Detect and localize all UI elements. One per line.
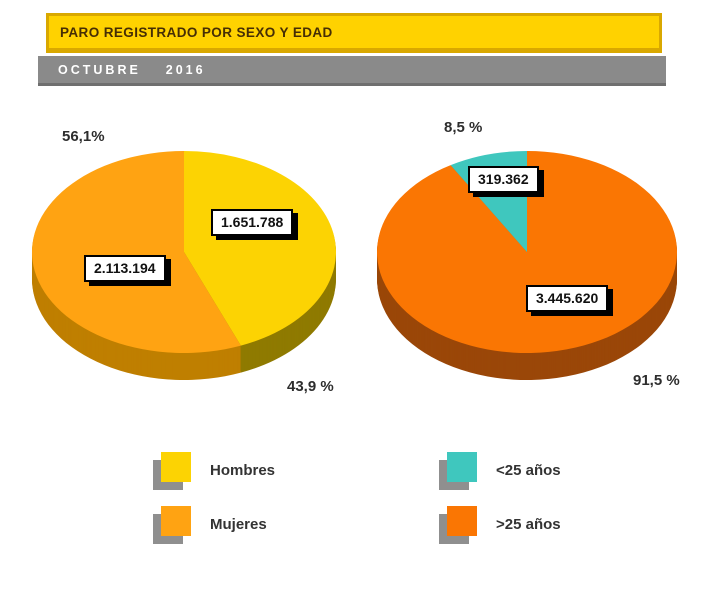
legend-swatch-under25 (439, 452, 479, 492)
legend-label-mujeres: Mujeres (210, 516, 267, 533)
legend-label-under25: <25 años (496, 462, 561, 479)
percent-label-under25: 8,5 % (444, 119, 483, 136)
subtitle-bar: OCTUBRE 2016 (38, 56, 666, 86)
legend-label-over25: >25 años (496, 516, 561, 533)
value-box-under25: 319.362 (468, 166, 539, 193)
value-box-mujeres: 2.113.194 (84, 255, 166, 282)
title-bar: PARO REGISTRADO POR SEXO Y EDAD (46, 13, 662, 53)
percent-label-over25: 91,5 % (633, 372, 680, 389)
legend-swatch-mujeres (153, 506, 193, 546)
percent-label-hombres: 43,9 % (287, 378, 334, 395)
hombres-color-square-icon (161, 452, 191, 482)
legend-label-hombres: Hombres (210, 462, 276, 479)
subtitle-date: OCTUBRE 2016 (58, 62, 206, 77)
pie-chart-sexo (31, 150, 336, 380)
value-box-over25: 3.445.620 (526, 285, 609, 312)
page-title: PARO REGISTRADO POR SEXO Y EDAD (60, 24, 333, 40)
under25-color-square-icon (447, 452, 477, 482)
legend-swatch-hombres (153, 452, 193, 492)
over25-color-square-icon (447, 506, 477, 536)
mujeres-color-square-icon (161, 506, 191, 536)
value-box-hombres: 1.651.788 (211, 209, 294, 236)
percent-label-mujeres: 56,1% (62, 128, 105, 145)
legend-swatch-over25 (439, 506, 479, 546)
